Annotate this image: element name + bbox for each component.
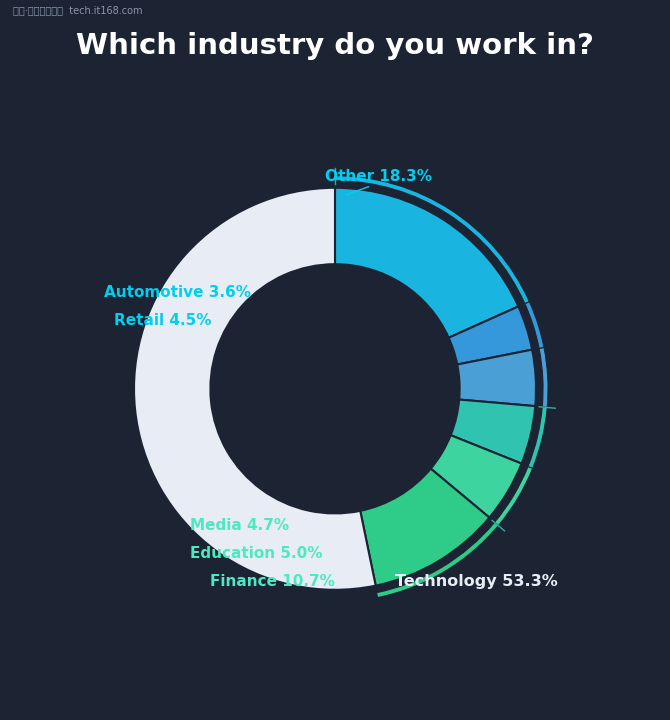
Wedge shape <box>539 348 548 408</box>
Text: Education 5.0%: Education 5.0% <box>190 546 323 561</box>
Text: Which industry do you work in?: Which industry do you work in? <box>76 32 594 60</box>
Text: Technology 53.3%: Technology 53.3% <box>395 575 558 589</box>
Wedge shape <box>494 467 533 526</box>
Text: Retail 4.5%: Retail 4.5% <box>114 313 212 328</box>
Wedge shape <box>134 188 376 590</box>
Wedge shape <box>449 307 532 364</box>
Text: 你的·技术开发频道  tech.it168.com: 你的·技术开发频道 tech.it168.com <box>13 5 143 15</box>
Wedge shape <box>528 407 547 469</box>
Text: Finance 10.7%: Finance 10.7% <box>210 575 335 589</box>
Wedge shape <box>451 400 535 464</box>
Text: Automotive 3.6%: Automotive 3.6% <box>104 285 251 300</box>
Wedge shape <box>431 435 521 518</box>
Wedge shape <box>360 469 489 585</box>
Text: Other 18.3%: Other 18.3% <box>325 168 432 184</box>
Text: Media 4.7%: Media 4.7% <box>190 518 289 533</box>
Wedge shape <box>457 350 536 406</box>
Wedge shape <box>525 302 544 348</box>
Wedge shape <box>377 523 498 598</box>
Wedge shape <box>335 176 529 304</box>
Wedge shape <box>335 188 519 338</box>
